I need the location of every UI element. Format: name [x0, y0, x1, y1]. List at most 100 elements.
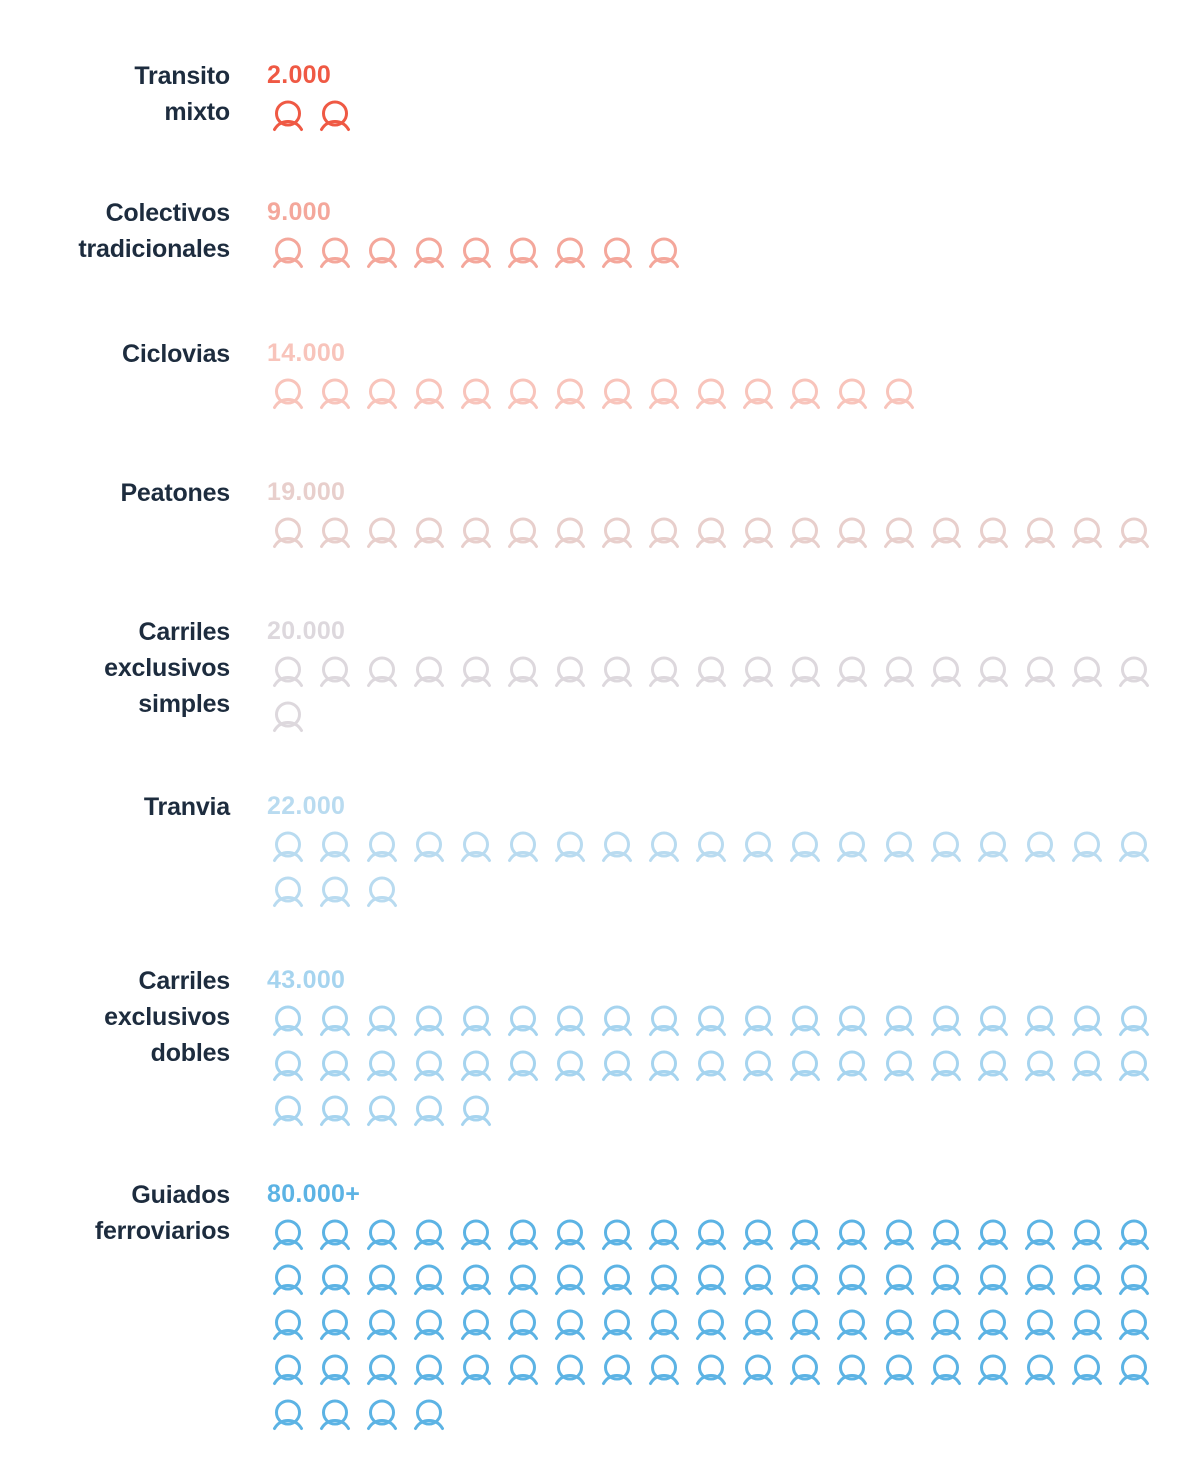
person-icon — [455, 1001, 502, 1046]
row-label: Carriles exclusivos dobles — [0, 963, 230, 1071]
person-icon — [643, 1046, 690, 1091]
row-value: 22.000 — [267, 792, 346, 820]
person-icon — [596, 1046, 643, 1091]
icon-group — [267, 1215, 1177, 1440]
person-icon — [925, 1001, 972, 1046]
person-icon — [1113, 1350, 1160, 1395]
row-label-line: mixto — [164, 98, 230, 126]
person-icon — [690, 513, 737, 558]
row-label: Colectivos tradicionales — [0, 195, 230, 267]
person-icon — [455, 1215, 502, 1260]
pictogram-row: Transito mixto 2.000 — [0, 58, 1200, 141]
person-icon — [972, 1001, 1019, 1046]
row-label-line: Guiados — [131, 1181, 230, 1209]
pictogram-row: Carriles exclusivos simples 20.000 — [0, 614, 1200, 742]
person-icon — [878, 827, 925, 872]
person-icon — [502, 1260, 549, 1305]
person-icon — [1019, 1350, 1066, 1395]
person-icon — [314, 1260, 361, 1305]
person-icon — [455, 652, 502, 697]
person-icon — [831, 652, 878, 697]
person-icon — [267, 96, 314, 141]
row-body: 43.000 — [230, 963, 1200, 1136]
person-icon — [267, 1350, 314, 1395]
row-label-line: tradicionales — [78, 235, 230, 263]
row-label-line: exclusivos — [104, 1003, 230, 1031]
row-label: Guiados ferroviarios — [0, 1177, 230, 1249]
person-icon — [596, 1305, 643, 1350]
row-label-line: Transito — [134, 62, 230, 90]
icon-group — [267, 96, 1177, 141]
person-icon — [502, 1046, 549, 1091]
person-icon — [643, 1260, 690, 1305]
row-body: 2.000 — [230, 58, 1200, 141]
icon-group — [267, 1001, 1177, 1136]
person-icon — [784, 1350, 831, 1395]
person-icon — [408, 1215, 455, 1260]
person-icon — [314, 827, 361, 872]
person-icon — [502, 1350, 549, 1395]
person-icon — [549, 1350, 596, 1395]
person-icon — [972, 513, 1019, 558]
person-icon — [502, 1001, 549, 1046]
person-icon — [972, 1350, 1019, 1395]
person-icon — [267, 1305, 314, 1350]
person-icon — [878, 1215, 925, 1260]
person-icon — [690, 1001, 737, 1046]
icon-group — [267, 374, 1177, 419]
person-icon — [549, 1001, 596, 1046]
person-icon — [878, 1046, 925, 1091]
row-body: 22.000 — [230, 789, 1200, 917]
person-icon — [737, 513, 784, 558]
person-icon — [267, 1395, 314, 1440]
person-icon — [1066, 1350, 1113, 1395]
person-icon — [925, 1260, 972, 1305]
person-icon — [1066, 827, 1113, 872]
person-icon — [361, 233, 408, 278]
person-icon — [1066, 1215, 1113, 1260]
person-icon — [408, 233, 455, 278]
person-icon — [314, 1395, 361, 1440]
row-label: Ciclovias — [0, 336, 230, 372]
person-icon — [408, 374, 455, 419]
person-icon — [549, 513, 596, 558]
person-icon — [643, 1305, 690, 1350]
person-icon — [361, 1395, 408, 1440]
person-icon — [314, 1350, 361, 1395]
person-icon — [1113, 1260, 1160, 1305]
row-label-line: exclusivos — [104, 654, 230, 682]
person-icon — [972, 827, 1019, 872]
person-icon — [784, 827, 831, 872]
person-icon — [1019, 1046, 1066, 1091]
person-icon — [361, 374, 408, 419]
person-icon — [737, 652, 784, 697]
person-icon — [925, 1305, 972, 1350]
row-value: 9.000 — [267, 198, 332, 226]
person-icon — [925, 1046, 972, 1091]
person-icon — [267, 1215, 314, 1260]
row-label-line: Colectivos — [105, 199, 231, 227]
person-icon — [690, 1350, 737, 1395]
person-icon — [549, 1305, 596, 1350]
row-value: 43.000 — [267, 966, 346, 994]
person-icon — [455, 1091, 502, 1136]
row-body: 9.000 — [230, 195, 1200, 278]
row-label-line: Ciclovias — [122, 340, 230, 368]
person-icon — [784, 374, 831, 419]
person-icon — [831, 1215, 878, 1260]
person-icon — [1066, 1046, 1113, 1091]
person-icon — [737, 827, 784, 872]
person-icon — [690, 1215, 737, 1260]
person-icon — [502, 374, 549, 419]
person-icon — [737, 1350, 784, 1395]
person-icon — [361, 652, 408, 697]
row-label-line: ferroviarios — [94, 1217, 230, 1245]
person-icon — [643, 374, 690, 419]
person-icon — [1066, 652, 1113, 697]
person-icon — [643, 1215, 690, 1260]
person-icon — [549, 827, 596, 872]
person-icon — [831, 1046, 878, 1091]
person-icon — [361, 1305, 408, 1350]
person-icon — [596, 233, 643, 278]
person-icon — [690, 1260, 737, 1305]
